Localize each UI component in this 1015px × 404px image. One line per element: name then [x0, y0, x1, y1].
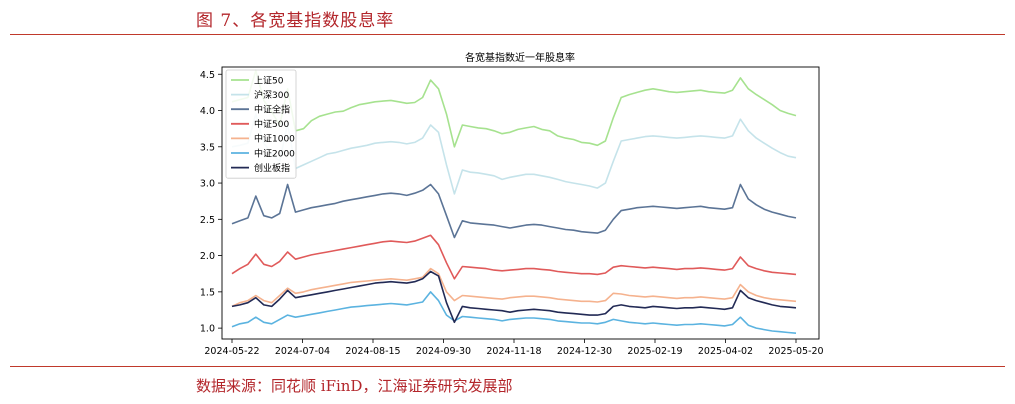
series-line-5 [231, 291, 797, 334]
legend-label: 中证全指 [254, 104, 290, 116]
x-tick-label: 2024-11-18 [486, 346, 541, 357]
y-tick-label: 4.0 [200, 106, 215, 117]
chart-title: 各宽基指数近一年股息率 [465, 51, 575, 64]
x-tick-label: 2025-04-02 [698, 346, 753, 357]
series-lines [231, 69, 797, 334]
y-tick-label: 2.5 [200, 215, 215, 226]
series-line-0 [231, 69, 797, 148]
x-tick-label: 2025-02-19 [627, 346, 682, 357]
legend-label: 沪深300 [254, 89, 289, 101]
series-line-2 [231, 183, 797, 239]
series-line-6 [231, 270, 797, 324]
series-line-1 [231, 113, 797, 195]
x-tick-label: 2024-12-30 [557, 346, 612, 357]
legend-label: 中证1000 [254, 133, 295, 145]
y-tick-label: 2.0 [200, 251, 215, 262]
series-line-3 [231, 234, 797, 280]
x-tick-label: 2025-05-20 [768, 346, 823, 357]
y-tick-label: 4.5 [200, 70, 215, 81]
legend-box [225, 69, 297, 179]
legend-label: 中证500 [254, 118, 289, 130]
bottom-rule [10, 366, 1005, 367]
legend-label: 创业板指 [254, 162, 290, 174]
legend-label: 上证50 [254, 75, 284, 86]
plot-frame [221, 66, 820, 340]
legend-label: 中证2000 [254, 147, 295, 159]
y-tick-label: 3.5 [200, 142, 215, 153]
series-line-4 [231, 267, 797, 308]
y-tick-label: 1.0 [200, 324, 215, 335]
x-tick-label: 2024-05-22 [204, 346, 259, 357]
x-tick-label: 2024-09-30 [416, 346, 471, 357]
y-tick-label: 1.5 [200, 287, 215, 298]
source-note: 数据来源：同花顺 iFinD，江海证券研究发展部 [196, 377, 513, 395]
y-axis: 1.0 1.5 2.0 2.5 3.0 3.5 4.0 4.5 [200, 70, 222, 335]
y-tick-label: 3.0 [200, 179, 215, 190]
x-tick-label: 2024-07-04 [275, 346, 330, 357]
x-axis: 2024-05-22 2024-07-04 2024-08-15 2024-09-30… [204, 339, 824, 357]
top-rule [10, 34, 1005, 35]
x-tick-label: 2024-08-15 [345, 346, 400, 357]
figure-title: 图 7、各宽基指数股息率 [196, 11, 395, 31]
